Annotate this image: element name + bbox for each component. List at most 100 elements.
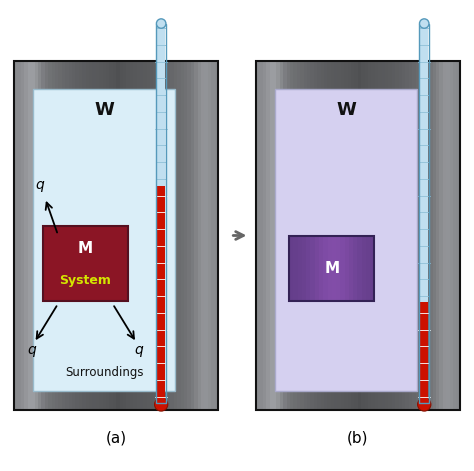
Bar: [332, 236, 337, 301]
Bar: [419, 61, 423, 410]
Bar: [303, 61, 307, 410]
Bar: [14, 61, 18, 410]
Bar: [259, 61, 263, 410]
Bar: [85, 61, 90, 410]
Bar: [157, 24, 165, 186]
Bar: [310, 236, 315, 301]
Bar: [204, 61, 208, 410]
Text: (b): (b): [347, 430, 369, 446]
Bar: [323, 236, 328, 301]
Bar: [31, 61, 35, 410]
Bar: [256, 61, 460, 410]
Bar: [378, 61, 382, 410]
Bar: [52, 61, 55, 410]
Bar: [456, 61, 460, 410]
Bar: [140, 61, 144, 410]
Bar: [290, 61, 294, 410]
Bar: [300, 61, 304, 410]
Bar: [382, 61, 385, 410]
Bar: [314, 61, 318, 410]
Bar: [353, 236, 358, 301]
Text: W: W: [94, 101, 114, 119]
Bar: [126, 61, 130, 410]
Bar: [334, 61, 338, 410]
Bar: [416, 61, 419, 410]
Bar: [270, 61, 273, 410]
Bar: [157, 61, 161, 410]
Bar: [446, 61, 450, 410]
Bar: [62, 61, 65, 410]
Bar: [317, 61, 321, 410]
Bar: [375, 61, 379, 410]
Bar: [286, 61, 291, 410]
Bar: [171, 61, 174, 410]
Bar: [102, 61, 106, 410]
Text: q: q: [35, 178, 44, 192]
Bar: [14, 61, 218, 410]
Bar: [443, 61, 447, 410]
Bar: [439, 61, 443, 410]
Bar: [419, 24, 429, 403]
Bar: [119, 61, 123, 410]
Circle shape: [419, 19, 429, 28]
Bar: [344, 61, 348, 410]
Bar: [362, 236, 366, 301]
Bar: [409, 61, 413, 410]
Circle shape: [156, 19, 166, 28]
Bar: [340, 236, 345, 301]
Bar: [143, 61, 147, 410]
Bar: [82, 61, 86, 410]
Bar: [25, 61, 28, 410]
Bar: [154, 61, 157, 410]
Bar: [256, 61, 260, 410]
Bar: [157, 186, 165, 402]
Bar: [341, 61, 345, 410]
Bar: [315, 236, 319, 301]
Bar: [351, 61, 355, 410]
Bar: [370, 236, 375, 301]
Bar: [215, 61, 219, 410]
Bar: [293, 61, 297, 410]
Bar: [191, 61, 195, 410]
Bar: [18, 61, 21, 410]
Bar: [357, 236, 362, 301]
Bar: [302, 236, 307, 301]
Bar: [96, 61, 100, 410]
Bar: [156, 24, 166, 403]
Bar: [366, 236, 371, 301]
Bar: [45, 61, 49, 410]
Bar: [160, 61, 164, 410]
Bar: [388, 61, 392, 410]
Bar: [208, 61, 212, 410]
Bar: [358, 61, 362, 410]
Bar: [65, 61, 69, 410]
Bar: [38, 61, 42, 410]
Bar: [283, 61, 287, 410]
Bar: [266, 61, 270, 410]
Bar: [453, 61, 457, 410]
Bar: [449, 61, 454, 410]
Bar: [109, 61, 113, 410]
Bar: [298, 236, 302, 301]
Bar: [405, 61, 409, 410]
Bar: [402, 61, 406, 410]
Bar: [263, 61, 266, 410]
Bar: [319, 236, 324, 301]
Text: (a): (a): [106, 430, 127, 446]
Bar: [420, 24, 428, 301]
Bar: [348, 61, 352, 410]
Bar: [79, 61, 82, 410]
Bar: [429, 61, 433, 410]
Bar: [69, 61, 73, 410]
Bar: [336, 236, 341, 301]
Bar: [337, 61, 341, 410]
Bar: [116, 61, 120, 410]
Bar: [99, 61, 103, 410]
Bar: [328, 236, 332, 301]
Bar: [436, 61, 440, 410]
Bar: [399, 61, 402, 410]
Text: M: M: [324, 261, 339, 276]
Bar: [133, 61, 137, 410]
Bar: [385, 61, 389, 410]
Bar: [372, 61, 375, 410]
